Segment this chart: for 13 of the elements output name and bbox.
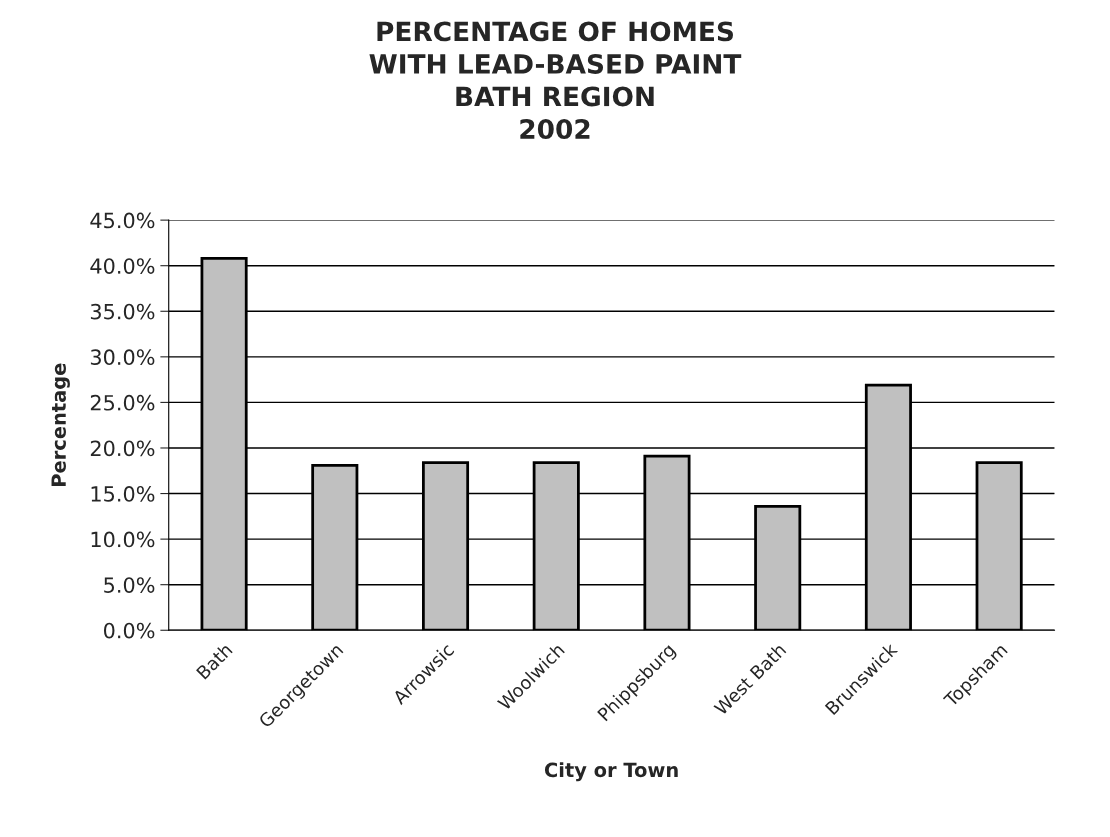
y-tick-label: 30.0% — [90, 349, 155, 366]
y-tick-label: 5.0% — [104, 577, 155, 593]
y-tick-label: 45.0% — [90, 212, 155, 229]
y-tick-label: 25.0% — [90, 394, 155, 411]
y-tick-label: 20.0% — [90, 440, 155, 457]
x-axis-title: City or Town — [544, 762, 678, 782]
y-axis-title: Percentage — [51, 363, 70, 486]
y-tick-label: 0.0% — [103, 622, 155, 639]
y-tick-label: 10.0% — [91, 531, 155, 548]
chart-title: PERCENTAGE OF HOMES WITH LEAD-BASED PAINT BATH REGION 2002 — [369, 21, 742, 140]
y-tick-label: 40.0% — [90, 258, 155, 274]
y-tick-label: 15.0% — [91, 486, 155, 502]
y-tick-label: 35.0% — [90, 303, 155, 320]
